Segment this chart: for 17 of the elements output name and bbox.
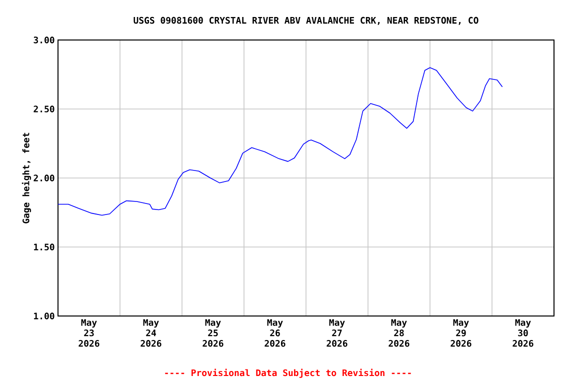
y-tick-label: 2.00 (34, 174, 54, 182)
x-tick-label: May 23 2026 (78, 319, 100, 347)
y-axis-title: Gage height, feet (22, 132, 32, 224)
x-tick-label: May 29 2026 (450, 319, 472, 347)
x-tick-label: May 30 2026 (512, 319, 534, 347)
y-tick-label: 1.50 (34, 244, 54, 250)
text: ---- Provisional Data Subject to Revision ---- (165, 368, 411, 378)
x-tick-label: May 25 2026 (202, 319, 224, 347)
y-tick-label: 2.50 (34, 106, 54, 112)
x-tick-label: May 27 2026 (326, 319, 348, 347)
y-tick-label: 1.00 (34, 312, 54, 320)
y-tick-label: 3.00 (34, 36, 54, 44)
chart-title: USGS 09081600 CRYSTAL RIVER ABV AVALANCHE CRK, NEAR REDSTONE, CO (134, 16, 478, 25)
line-series (58, 67, 503, 216)
x-tick-label: May 26 2026 (264, 319, 286, 347)
x-tick-label: May 24 2026 (140, 319, 162, 347)
x-tick-label: May 28 2026 (388, 319, 410, 347)
